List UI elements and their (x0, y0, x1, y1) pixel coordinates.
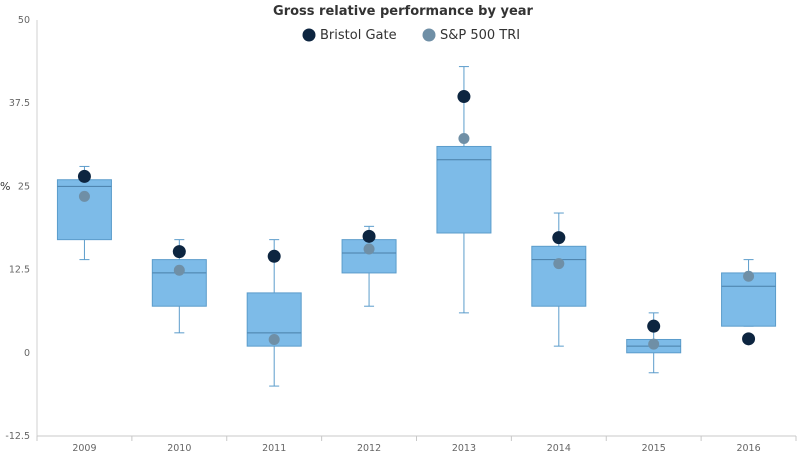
x-tick-label: 2009 (72, 443, 96, 453)
legend-label-bristol-gate: Bristol Gate (320, 28, 397, 43)
x-tick-label: 2016 (736, 443, 760, 453)
box-2016 (721, 259, 777, 327)
y-axis: -12.5 0 12.5 25 37.5 50 (5, 15, 38, 442)
x-tick-label: 2014 (547, 443, 571, 453)
y-tick-label: 37.5 (9, 98, 30, 109)
box-2013 (436, 66, 492, 314)
x-tick-label: 2010 (167, 443, 191, 453)
point-s-p-500-tri-2015 (648, 338, 660, 350)
x-axis: 2009 2010 2011 2012 2013 2014 2015 2016 (36, 435, 797, 453)
point-s-p-500-tri-2013 (458, 132, 470, 144)
point-bristol-gate-2014 (552, 231, 566, 245)
y-tick-label: 0 (24, 348, 30, 359)
x-tick-label: 2012 (357, 443, 381, 453)
data-points (77, 90, 756, 350)
legend-marker-sp500 (422, 28, 436, 42)
point-s-p-500-tri-2012 (363, 243, 375, 255)
legend-item-sp500[interactable]: S&P 500 TRI (422, 28, 521, 43)
point-bristol-gate-2009 (77, 169, 91, 183)
point-bristol-gate-2015 (647, 319, 661, 333)
box-body (531, 245, 587, 307)
y-tick-label: 25 (18, 181, 30, 192)
y-tick-label: -12.5 (5, 431, 30, 442)
box-2010 (151, 239, 207, 334)
box-2009 (56, 165, 112, 261)
point-bristol-gate-2011 (267, 249, 281, 263)
y-tick-label: 50 (18, 15, 30, 26)
point-s-p-500-tri-2011 (268, 333, 280, 345)
legend-label-sp500: S&P 500 TRI (440, 28, 520, 43)
legend-marker-bristol-gate (302, 28, 316, 42)
point-s-p-500-tri-2016 (743, 270, 755, 282)
point-s-p-500-tri-2010 (173, 264, 185, 276)
legend-item-bristol-gate[interactable]: Bristol Gate (302, 28, 397, 43)
box-body (436, 145, 492, 234)
point-bristol-gate-2016 (742, 332, 756, 346)
box-2014 (531, 212, 587, 347)
point-s-p-500-tri-2014 (553, 258, 565, 270)
y-axis-label: % (0, 180, 10, 193)
box-plots (56, 66, 777, 387)
point-bristol-gate-2013 (457, 90, 471, 104)
point-s-p-500-tri-2009 (78, 190, 90, 202)
chart-title: Gross relative performance by year (273, 4, 533, 19)
legend: Bristol Gate S&P 500 TRI (302, 28, 521, 43)
x-tick-label: 2015 (642, 443, 666, 453)
box-body (56, 179, 112, 241)
point-bristol-gate-2010 (172, 245, 186, 259)
box-body (721, 272, 777, 327)
x-tick-label: 2013 (452, 443, 476, 453)
x-tick-label: 2011 (262, 443, 286, 453)
y-tick-label: 12.5 (9, 265, 30, 276)
point-bristol-gate-2012 (362, 229, 376, 243)
